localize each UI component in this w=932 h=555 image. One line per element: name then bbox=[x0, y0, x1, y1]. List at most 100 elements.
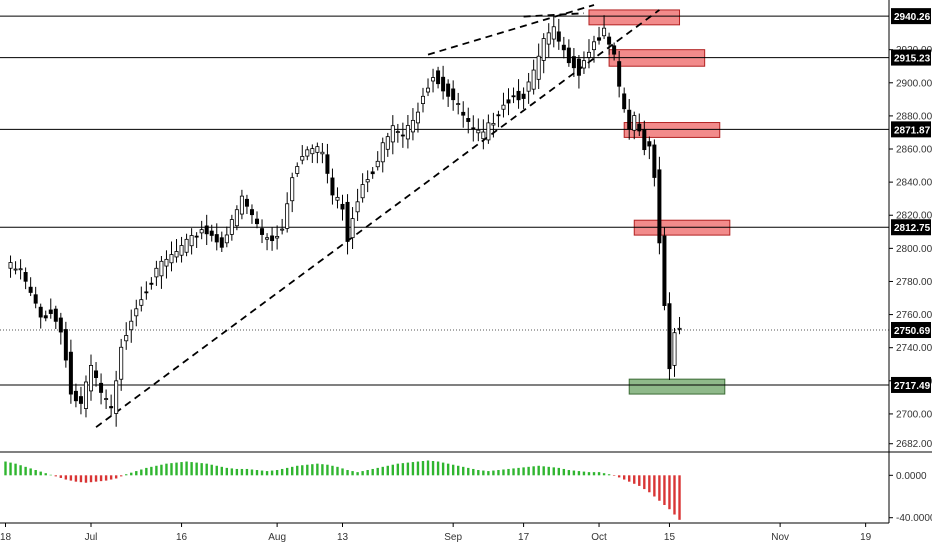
candle-body bbox=[331, 178, 334, 195]
candle-body bbox=[316, 147, 319, 153]
candle-body bbox=[270, 236, 273, 241]
candle-body bbox=[44, 316, 47, 318]
time-tick-label: 15 bbox=[664, 532, 676, 543]
time-tick-label: Nov bbox=[771, 532, 789, 543]
candle-body bbox=[517, 91, 520, 99]
candle-body bbox=[436, 71, 439, 84]
candle-body bbox=[462, 112, 465, 115]
candle-body bbox=[301, 156, 304, 160]
candle-body bbox=[411, 120, 414, 132]
candle-body bbox=[547, 33, 550, 44]
price-tick-label: 2840.00 bbox=[896, 178, 932, 189]
candle-body bbox=[492, 123, 495, 125]
candle-body bbox=[250, 210, 253, 215]
candle-body bbox=[39, 307, 42, 317]
candle-body bbox=[74, 391, 77, 400]
candle-body bbox=[89, 365, 92, 390]
candle-body bbox=[130, 321, 133, 330]
candle-body bbox=[497, 115, 500, 116]
candle-body bbox=[170, 255, 173, 263]
candle-body bbox=[346, 202, 349, 241]
candle-body bbox=[34, 295, 37, 303]
candle-body bbox=[115, 381, 118, 414]
current-price-badge: 2750.69 bbox=[894, 326, 931, 337]
macd-tick-label: 0.0000 bbox=[896, 471, 927, 482]
candle-body bbox=[120, 347, 123, 379]
candle-body bbox=[140, 300, 143, 306]
candle-body bbox=[230, 220, 233, 235]
candle-body bbox=[587, 52, 590, 57]
candle-body bbox=[336, 197, 339, 200]
candle-body bbox=[291, 178, 294, 201]
candle-body bbox=[69, 352, 72, 394]
candle-body bbox=[502, 105, 505, 109]
price-tick-label: 2682.00 bbox=[896, 439, 932, 450]
candle-body bbox=[608, 37, 611, 44]
candle-body bbox=[185, 239, 188, 252]
candle-body bbox=[557, 32, 560, 41]
candle-body bbox=[597, 38, 600, 40]
candle-body bbox=[311, 149, 314, 154]
candle-body bbox=[552, 27, 555, 39]
price-tick-label: 2780.00 bbox=[896, 277, 932, 288]
candle-body bbox=[396, 132, 399, 133]
level-price-badge: 2940.26 bbox=[894, 12, 931, 23]
candle-body bbox=[472, 128, 475, 129]
price-tick-label: 2760.00 bbox=[896, 310, 932, 321]
candle-body bbox=[447, 84, 450, 96]
candle-body bbox=[286, 204, 289, 229]
candle-body bbox=[361, 185, 364, 198]
candle-body bbox=[265, 238, 268, 240]
candle-body bbox=[628, 110, 631, 129]
candle-body bbox=[9, 263, 12, 269]
candle-body bbox=[110, 406, 113, 407]
candle-body bbox=[99, 383, 102, 392]
candle-body bbox=[482, 132, 485, 139]
candle-body bbox=[296, 167, 299, 174]
candle-body bbox=[477, 130, 480, 133]
candle-body bbox=[84, 382, 87, 409]
candle-body bbox=[14, 269, 17, 270]
candle-body bbox=[582, 61, 585, 68]
candle-body bbox=[537, 56, 540, 79]
candle-body bbox=[341, 204, 344, 209]
price-tick-label: 2700.00 bbox=[896, 409, 932, 420]
candle-body bbox=[175, 251, 178, 256]
candle-body bbox=[452, 89, 455, 100]
candle-body bbox=[602, 28, 605, 36]
candle-body bbox=[638, 124, 641, 131]
candle-body bbox=[668, 304, 671, 369]
candle-body bbox=[356, 202, 359, 212]
candle-body bbox=[416, 112, 419, 123]
candle-body bbox=[567, 48, 570, 63]
candle-body bbox=[577, 59, 580, 75]
candle-body bbox=[321, 152, 324, 154]
candle-body bbox=[200, 230, 203, 233]
candle-body bbox=[678, 328, 681, 329]
candle-body bbox=[240, 196, 243, 214]
candle-body bbox=[406, 125, 409, 138]
candle-body bbox=[351, 219, 354, 238]
candle-body bbox=[371, 172, 374, 174]
candle-body bbox=[376, 161, 379, 166]
time-tick-label: Jul bbox=[85, 532, 98, 543]
candle-body bbox=[633, 116, 636, 131]
price-tick-label: 2740.00 bbox=[896, 343, 932, 354]
candle-body bbox=[663, 236, 666, 306]
candle-body bbox=[592, 42, 595, 50]
price-tick-label: 2800.00 bbox=[896, 244, 932, 255]
candle-body bbox=[64, 330, 67, 361]
candle-body bbox=[105, 399, 108, 400]
candle-body bbox=[19, 269, 22, 270]
candle-body bbox=[205, 226, 208, 234]
candle-body bbox=[421, 96, 424, 103]
candle-body bbox=[125, 335, 128, 340]
candle-body bbox=[215, 235, 218, 242]
candle-body bbox=[532, 70, 535, 89]
candle-body bbox=[643, 130, 646, 150]
candle-body bbox=[673, 333, 676, 366]
candle-body bbox=[653, 145, 656, 177]
